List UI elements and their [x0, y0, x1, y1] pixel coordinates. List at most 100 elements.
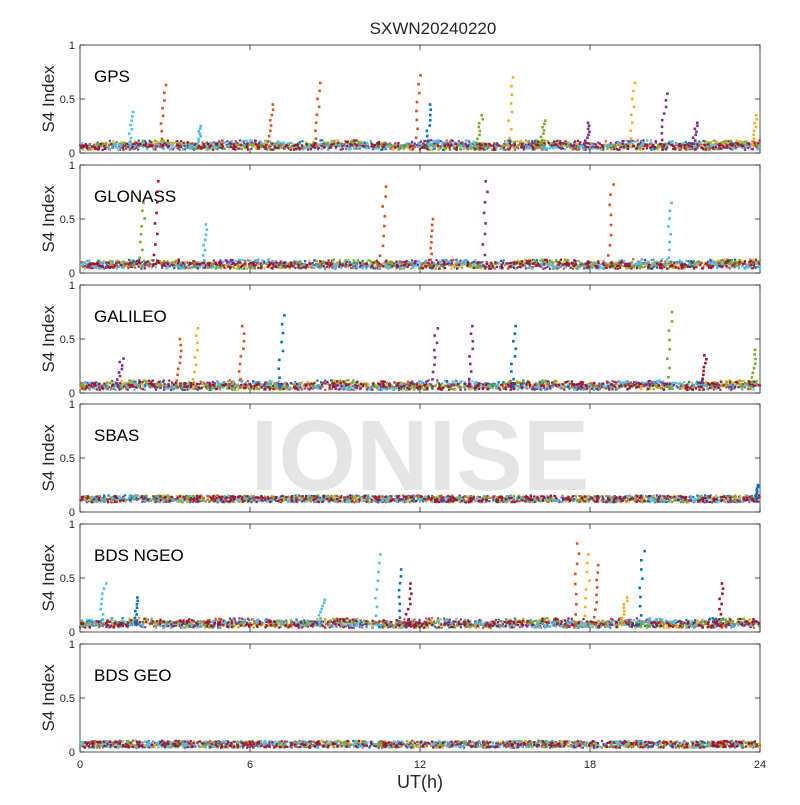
data-point [219, 259, 221, 261]
data-point [382, 146, 384, 148]
panel-label: GALILEO [94, 307, 167, 326]
data-point [382, 265, 384, 267]
data-point [116, 141, 118, 143]
data-point [610, 148, 612, 150]
spike-point [631, 98, 634, 101]
spike-point [610, 224, 613, 227]
data-point [300, 267, 302, 269]
data-point [344, 259, 346, 261]
data-point [475, 264, 477, 266]
data-point [639, 267, 641, 269]
data-point [461, 145, 463, 147]
data-point [88, 260, 90, 262]
data-point [694, 262, 696, 264]
spike-point [161, 138, 164, 141]
spike-point [316, 145, 319, 148]
data-point [210, 267, 212, 269]
data-point [446, 260, 448, 262]
spike-point [483, 212, 486, 215]
spike-point [661, 119, 664, 122]
data-point [157, 260, 159, 262]
data-point [555, 259, 557, 261]
spike-point [696, 125, 699, 128]
data-point [111, 147, 113, 149]
data-point [456, 149, 458, 151]
data-point [725, 265, 727, 267]
data-point [716, 267, 718, 269]
data-point [221, 140, 223, 142]
data-point [707, 141, 709, 143]
data-point [565, 143, 567, 145]
data-point [555, 265, 557, 267]
data-point [528, 263, 530, 265]
data-point [463, 261, 465, 263]
data-point [461, 267, 463, 269]
data-point [570, 267, 572, 269]
data-point [79, 265, 81, 267]
data-point [677, 262, 679, 264]
spike-point [753, 130, 756, 133]
data-point [423, 140, 425, 142]
spike-point [205, 233, 208, 236]
data-point [328, 143, 330, 145]
data-point [175, 260, 177, 262]
data-point [346, 145, 348, 147]
spike-point [199, 135, 202, 138]
data-point [438, 268, 440, 270]
data-point [275, 261, 277, 263]
data-point [581, 144, 583, 146]
data-point [315, 142, 317, 144]
data-point [250, 148, 252, 150]
data-point [333, 258, 335, 260]
data-point [397, 142, 399, 144]
data-point [522, 264, 524, 266]
data-point [316, 379, 318, 381]
data-point [274, 145, 276, 147]
data-point [105, 143, 107, 145]
data-point [613, 148, 615, 150]
data-point [500, 147, 502, 149]
data-point [217, 266, 219, 268]
data-point [80, 261, 82, 263]
data-point [751, 148, 753, 150]
data-point [632, 145, 634, 147]
data-point [247, 259, 249, 261]
data-point [595, 265, 597, 267]
data-point [290, 146, 292, 148]
data-point [100, 143, 102, 145]
data-point [639, 261, 641, 263]
data-point [724, 263, 726, 265]
data-point [280, 260, 282, 262]
data-point [180, 262, 182, 264]
y-tick-label: 0.5 [60, 214, 75, 226]
data-point [746, 264, 748, 266]
data-point [425, 265, 427, 267]
data-point [340, 267, 342, 269]
data-point [614, 267, 616, 269]
data-point [412, 148, 414, 150]
data-point [577, 145, 579, 147]
data-point [350, 267, 352, 269]
data-point [155, 263, 157, 265]
data-point [207, 267, 209, 269]
data-point [687, 260, 689, 262]
data-point [421, 147, 423, 149]
data-point [212, 145, 214, 147]
axes-box [80, 285, 760, 393]
data-point [290, 142, 292, 144]
spike-point [541, 126, 544, 129]
spike-point [129, 141, 132, 144]
data-point [337, 139, 339, 141]
data-point [599, 264, 601, 266]
data-point [648, 264, 650, 266]
data-point [350, 141, 352, 143]
data-point [437, 261, 439, 263]
spike-point [478, 134, 481, 137]
data-point [715, 148, 717, 150]
data-point [352, 142, 354, 144]
data-point [162, 145, 164, 147]
data-point [403, 261, 405, 263]
data-point [752, 261, 754, 263]
data-point [257, 147, 259, 149]
